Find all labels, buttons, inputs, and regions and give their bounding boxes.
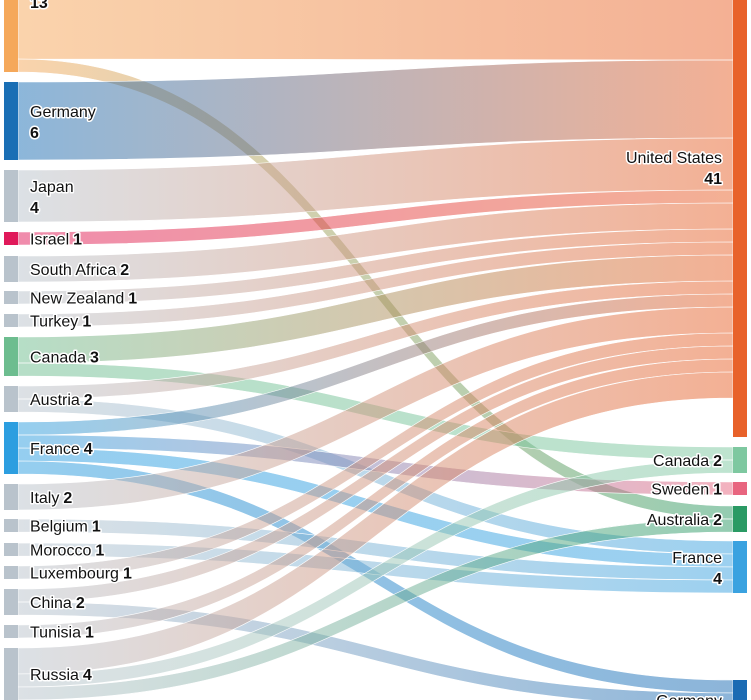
source-node-bar (4, 484, 18, 510)
source-node-label: Austria 2 (30, 392, 93, 409)
source-node-value: 1 (85, 625, 94, 642)
target-node-value: 1 (713, 482, 722, 499)
target-node-value: 2 (713, 453, 722, 470)
target-node-value: 2 (713, 512, 722, 529)
target-node-bar (733, 541, 747, 593)
source-node-label: Italy 2 (30, 490, 72, 507)
target-node-bar (733, 482, 747, 495)
source-node-name: Russia (30, 667, 79, 684)
source-node-bar (4, 232, 18, 245)
source-node-label: Turkey 1 (30, 314, 91, 331)
source-node-name: Canada (30, 350, 86, 367)
source-node-bar (4, 543, 18, 556)
source-node-value: 6 (30, 125, 39, 142)
source-node-name: Turkey (30, 314, 78, 331)
source-node-label: Morocco 1 (30, 543, 104, 560)
source-node-value: 1 (82, 314, 91, 331)
source-node-value: 2 (63, 490, 72, 507)
source-node-bar (4, 256, 18, 282)
source-node-value: 1 (123, 566, 132, 583)
source-node-value: 1 (128, 291, 137, 308)
source-node-bar (4, 82, 18, 160)
target-node-bar (733, 680, 747, 700)
source-node-name: China (30, 595, 72, 612)
source-node-label: South Africa 2 (30, 262, 129, 279)
source-node-label: Tunisia 1 (30, 625, 94, 642)
source-node-value: 1 (95, 543, 104, 560)
source-node-bar (4, 625, 18, 638)
source-node-label: Israel 1 (30, 232, 82, 249)
target-node-bar (733, 0, 747, 437)
source-node-name: Tunisia (30, 625, 81, 642)
source-node-label: Russia 4 (30, 667, 92, 684)
target-node-bar (733, 506, 747, 532)
source-node-value: 2 (84, 392, 93, 409)
flow-link (17, 0, 734, 61)
nodes (4, 0, 747, 700)
target-node-name: Canada (653, 453, 709, 470)
target-node-label: Canada 2 (653, 453, 722, 470)
source-node-value: 3 (90, 350, 99, 367)
source-node-name: Luxembourg (30, 566, 119, 583)
source-node-name: Austria (30, 392, 80, 409)
source-node-value: 2 (120, 262, 129, 279)
source-node-value: 13 (30, 0, 48, 12)
target-node-name: France (672, 550, 722, 567)
source-node-bar (4, 0, 18, 72)
source-node-value: 1 (92, 519, 101, 536)
target-node-name: Sweden (651, 482, 709, 499)
target-node-name: Australia (647, 512, 709, 529)
source-node-name: Israel (30, 232, 69, 249)
source-node-bar (4, 291, 18, 304)
source-node-value: 4 (83, 667, 92, 684)
source-node-bar (4, 422, 18, 474)
source-node-value: 4 (30, 200, 39, 217)
source-node-value: 2 (76, 595, 85, 612)
source-node-label: Luxembourg 1 (30, 566, 132, 583)
source-node-label: China 2 (30, 595, 85, 612)
target-node-value: 41 (704, 171, 722, 188)
target-node-label: Australia 2 (647, 512, 722, 529)
source-node-name: New Zealand (30, 291, 124, 308)
target-node-value: 4 (713, 571, 722, 588)
source-node-bar (4, 566, 18, 579)
source-node-label: Canada 3 (30, 350, 99, 367)
source-node-label: France 4 (30, 441, 93, 458)
source-node-name: South Africa (30, 262, 116, 279)
source-node-bar (4, 648, 18, 700)
source-node-bar (4, 589, 18, 615)
target-node-bar (733, 447, 747, 473)
source-node-bar (4, 386, 18, 412)
source-node-bar (4, 519, 18, 532)
source-node-name: Japan (30, 179, 74, 196)
source-node-name: France (30, 441, 80, 458)
links (17, 0, 734, 700)
target-node-label: Sweden 1 (651, 482, 722, 499)
source-node-bar (4, 170, 18, 222)
source-node-bar (4, 337, 18, 376)
target-node-name: Germany (656, 693, 722, 700)
source-node-bar (4, 314, 18, 327)
source-node-name: Belgium (30, 519, 88, 536)
source-node-name: Morocco (30, 543, 91, 560)
source-node-label: Belgium 1 (30, 519, 101, 536)
source-node-value: 4 (84, 441, 93, 458)
source-node-label: New Zealand 1 (30, 291, 137, 308)
source-node-value: 1 (73, 232, 82, 249)
target-node-name: United States (626, 150, 722, 167)
source-node-name: Italy (30, 490, 59, 507)
source-node-name: Germany (30, 104, 96, 121)
